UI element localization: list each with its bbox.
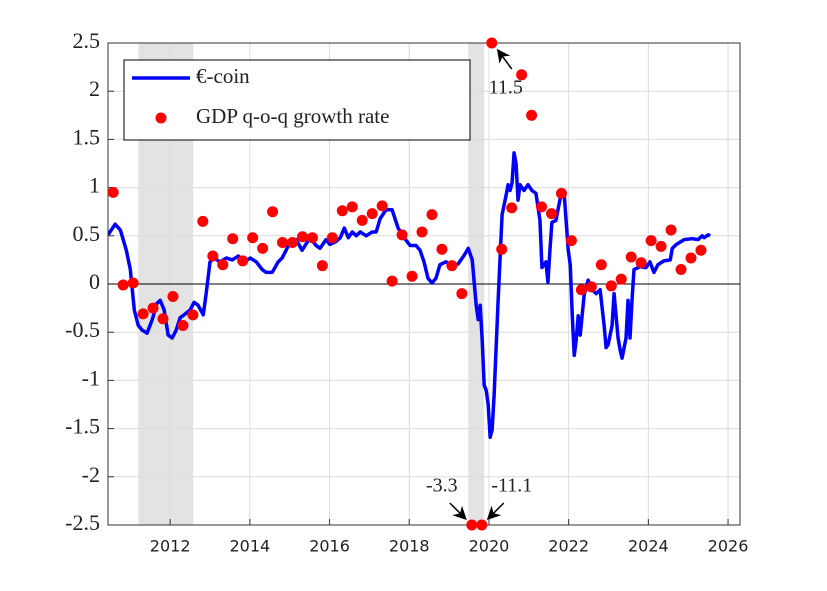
gdp-point	[605, 280, 617, 292]
annotation-arrow	[496, 48, 513, 70]
gdp-point	[296, 231, 308, 243]
gdp-point	[127, 277, 139, 289]
gdp-point	[247, 232, 259, 244]
gdp-point	[416, 226, 428, 238]
annotation-arrow	[486, 502, 505, 520]
annotation-arrow	[449, 502, 467, 520]
gdp-point	[466, 519, 478, 531]
y-tick-label: 2	[89, 76, 100, 101]
gdp-point	[625, 251, 637, 263]
x-tick-label: 2020	[469, 537, 510, 556]
gdp-point	[585, 281, 597, 293]
gdp-point	[665, 224, 677, 236]
y-tick-label: 1	[89, 173, 100, 198]
gdp-point	[316, 260, 328, 272]
gdp-point	[286, 237, 298, 249]
gdp-point	[595, 259, 607, 271]
x-tick-label: 2012	[150, 537, 191, 556]
gdp-point	[436, 243, 448, 255]
gdp-point	[157, 313, 169, 325]
x-tick-label: 2022	[548, 537, 589, 556]
annotation: -11.1	[491, 475, 532, 497]
gdp-point	[536, 201, 548, 213]
gdp-point	[496, 243, 508, 255]
gdp-point	[257, 242, 269, 254]
gdp-point	[366, 208, 378, 220]
annotation: 11.5	[489, 77, 523, 99]
legend-label: GDP q-o-q growth rate	[196, 104, 389, 128]
gdp-point	[137, 308, 149, 320]
gdp-point	[675, 264, 687, 276]
gdp-point	[177, 319, 189, 331]
gdp-point	[356, 214, 368, 226]
gdp-point	[197, 215, 209, 227]
gdp-point	[167, 291, 179, 303]
gdp-point	[695, 244, 707, 256]
gdp-point	[237, 255, 249, 267]
gdp-point	[267, 206, 279, 218]
axes-frame	[107, 42, 741, 526]
gdp-point	[406, 270, 418, 282]
y-tick-label: 2.5	[73, 28, 101, 53]
overlay-layer: 2.5 2 1.5 1 0.5 0 -0.5 -1 -1.5 -2 -2.5 2012 2014 2016…	[65, 28, 748, 555]
gdp-point	[386, 275, 398, 287]
legend-label: €-coin	[196, 64, 250, 88]
y-tick-label: -1.5	[65, 414, 100, 439]
gdp-point	[217, 259, 229, 271]
legend-swatch	[155, 112, 167, 124]
x-tick-label: 2026	[708, 537, 749, 556]
gdp-point	[336, 205, 348, 217]
gdp-point	[227, 233, 239, 245]
gdp-point	[207, 250, 219, 262]
gdp-point	[107, 186, 119, 198]
y-tick-label: 0.5	[73, 221, 101, 246]
gdp-point	[486, 37, 498, 49]
gdp-point	[456, 288, 468, 300]
y-tick-label: -2	[82, 462, 100, 487]
x-tick-label: 2016	[309, 537, 350, 556]
gdp-point	[506, 202, 518, 214]
gdp-point	[117, 279, 129, 291]
gdp-point	[615, 273, 627, 285]
gdp-point	[645, 235, 657, 247]
gdp-point	[426, 209, 438, 221]
gdp-point	[476, 519, 488, 531]
gdp-point	[326, 232, 338, 244]
y-tick-label: 0	[89, 269, 100, 294]
x-tick-label: 2014	[230, 537, 271, 556]
gdp-point	[396, 229, 408, 241]
x-tick-label: 2024	[628, 537, 669, 556]
gdp-point	[635, 257, 647, 269]
gdp-point	[346, 201, 358, 213]
gdp-point	[565, 235, 577, 247]
annotation: -3.3	[426, 475, 458, 497]
x-tick-label: 2018	[389, 537, 430, 556]
gdp-point	[555, 187, 567, 199]
y-tick-label: 1.5	[73, 124, 101, 149]
y-tick-label: -0.5	[65, 317, 100, 342]
gdp-point	[376, 200, 388, 212]
gdp-point	[516, 69, 528, 81]
gdp-point	[685, 252, 697, 264]
gdp-point	[655, 240, 667, 252]
gdp-point	[446, 260, 458, 272]
gdp-point	[526, 109, 538, 121]
y-tick-label: -2.5	[65, 510, 100, 535]
gdp-point	[575, 284, 587, 296]
gdp-point	[187, 309, 199, 321]
gdp-point	[147, 302, 159, 314]
gdp-point	[546, 208, 558, 220]
legend-box	[123, 59, 471, 141]
gdp-point	[277, 237, 289, 249]
y-tick-label: -1	[82, 365, 100, 390]
gdp-point	[306, 232, 318, 244]
